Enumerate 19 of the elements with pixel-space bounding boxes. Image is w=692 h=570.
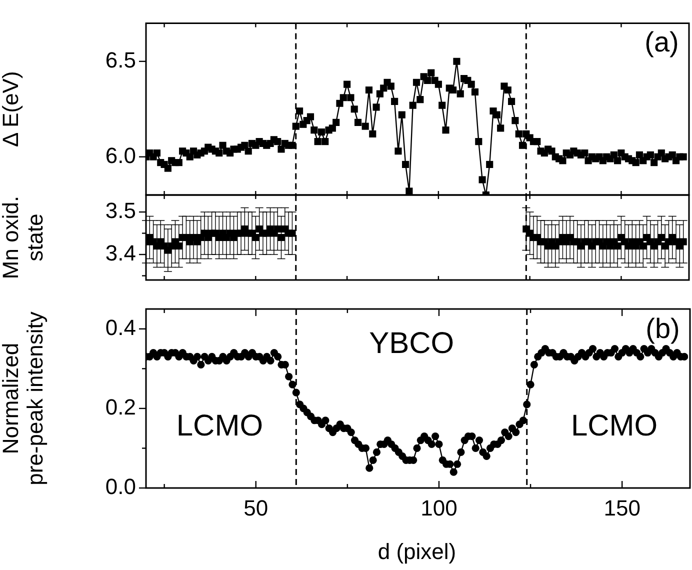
x-tick-label: 150 (604, 495, 640, 520)
annotation: (b) (646, 313, 680, 344)
y-tick-label: 0.0 (105, 474, 136, 500)
y-axis-title: Normalized pre-peak intensity (0, 312, 48, 486)
annotation: LCMO (570, 409, 658, 442)
annotation: (a) (644, 26, 679, 58)
annotation: YBCO (369, 327, 454, 360)
y-tick-label: 0.2 (105, 394, 136, 420)
y-tick-label: 0.4 (105, 314, 136, 340)
y-tick-label: 6.5 (105, 47, 136, 72)
y-tick-label: 3.5 (105, 198, 136, 224)
y-tick-label: 3.4 (105, 240, 136, 266)
x-tick-label: 50 (244, 495, 268, 520)
y-axis-title: Δ E(eV) (0, 71, 24, 148)
x-tick-label: 100 (420, 495, 458, 520)
annotation: LCMO (176, 409, 264, 442)
y-axis-title: Mn oxid. state (0, 196, 48, 280)
x-axis-title: d (pixel) (378, 538, 456, 564)
y-tick-label: 6.0 (105, 142, 136, 168)
